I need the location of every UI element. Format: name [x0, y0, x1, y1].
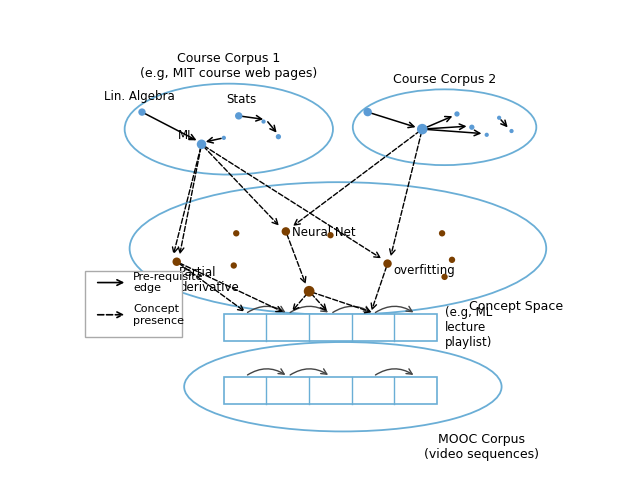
Text: overfitting: overfitting [394, 264, 455, 277]
Point [231, 229, 241, 237]
Text: Course Corpus 2: Course Corpus 2 [393, 72, 496, 86]
Point [440, 273, 450, 281]
Text: ML: ML [179, 129, 195, 142]
Point [447, 256, 457, 264]
Text: (e.g, ML
lecture
playlist): (e.g, ML lecture playlist) [445, 306, 492, 349]
Point [259, 118, 269, 125]
Point [506, 127, 516, 135]
Point [196, 140, 207, 148]
Point [325, 231, 335, 239]
Point [234, 112, 244, 120]
Point [494, 114, 504, 122]
Text: Lin. Algebra: Lin. Algebra [104, 90, 175, 103]
Point [172, 258, 182, 266]
Bar [224, 314, 437, 341]
Point [417, 125, 428, 133]
Point [467, 123, 477, 131]
Point [383, 260, 393, 268]
Text: Pre-requisite
edge: Pre-requisite edge [133, 272, 204, 293]
Point [281, 227, 291, 235]
Text: Stats: Stats [226, 93, 257, 106]
Text: MOOC Corpus
(video sequences): MOOC Corpus (video sequences) [424, 433, 540, 461]
Bar [224, 376, 437, 404]
Text: Course Corpus 1
(e.g, MIT course web pages): Course Corpus 1 (e.g, MIT course web pag… [140, 52, 317, 80]
Bar [85, 271, 182, 338]
Point [304, 287, 314, 295]
Point [273, 133, 284, 141]
Point [137, 108, 147, 116]
Text: Concept
presence: Concept presence [133, 304, 184, 326]
Point [481, 131, 492, 139]
Point [219, 134, 229, 142]
Text: Concept Space: Concept Space [469, 300, 564, 313]
Text: Neural Net: Neural Net [292, 226, 355, 239]
Text: Partial
derivative: Partial derivative [179, 266, 239, 294]
Point [452, 110, 462, 118]
Point [228, 262, 239, 270]
Point [437, 229, 447, 237]
Point [362, 108, 372, 116]
